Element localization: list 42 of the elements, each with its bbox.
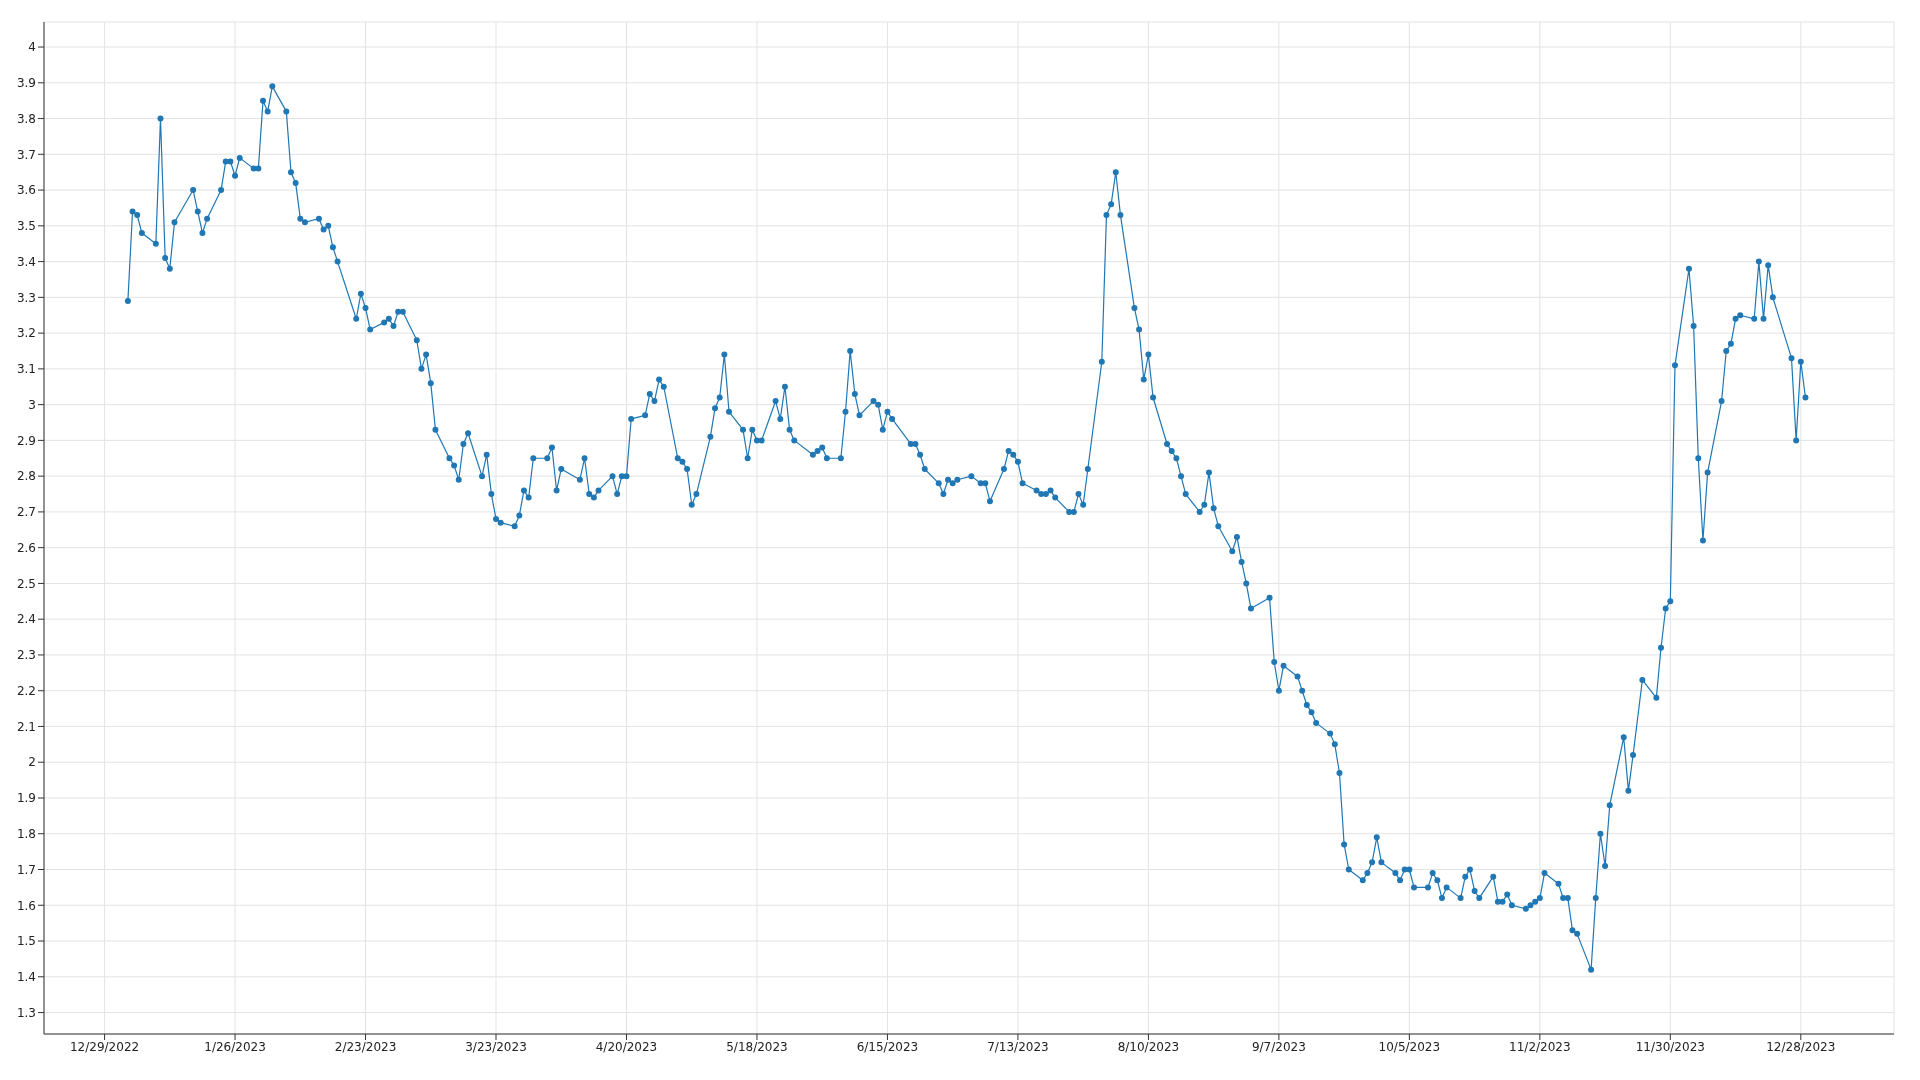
y-tick-label: 2.5 [16,576,36,591]
x-tick-label: 12/29/2022 [69,1039,140,1054]
y-tick-label: 3.3 [16,290,36,305]
x-tick-label: 12/28/2023 [1766,1039,1836,1054]
y-tick-label: 2.9 [16,433,36,448]
y-tick-label: 3.6 [16,183,36,198]
y-tick-label: 2.4 [16,612,36,627]
y-tick-label: 3.8 [16,111,36,126]
y-tick-label: 3.5 [16,219,36,234]
y-tick-label: 2.7 [16,505,36,520]
x-tick-label: 2/23/2023 [334,1039,397,1054]
y-tick-label: 1.9 [16,791,36,806]
y-tick-label: 2.8 [16,469,36,484]
y-tick-label: 3 [28,397,36,412]
x-tick-label: 4/20/2023 [595,1039,658,1054]
y-tick-label: 1.5 [16,934,36,949]
y-tick-label: 2 [28,755,36,770]
y-tick-label: 3.7 [16,147,36,162]
y-tick-label: 2.6 [16,540,36,555]
y-tick-label: 1.8 [16,827,36,842]
x-tick-label: 6/15/2023 [856,1039,919,1054]
x-tick-label: 11/2/2023 [1509,1039,1571,1054]
y-tick-label: 3.9 [16,76,36,91]
y-tick-label: 2.1 [16,719,36,734]
y-tick-label: 2.2 [16,683,36,698]
x-tick-label: 5/18/2023 [726,1039,788,1054]
x-tick-label: 10/5/2023 [1378,1039,1441,1054]
y-tick-label: 1.7 [16,862,36,877]
x-tick-label: 3/23/2023 [465,1039,527,1054]
y-tick-label: 1.3 [16,1005,36,1020]
x-tick-label: 9/7/2023 [1251,1039,1306,1054]
x-tick-label: 1/26/2023 [204,1039,266,1054]
x-tick-label: 7/13/2023 [987,1039,1049,1054]
y-tick-label: 3.1 [16,362,36,377]
y-tick-label: 2.3 [16,648,36,663]
y-tick-label: 3.4 [16,254,36,269]
y-tick-label: 3.2 [16,326,36,341]
y-tick-label: 1.4 [16,970,36,985]
x-tick-label: 11/30/2023 [1635,1039,1705,1054]
x-tick-label: 8/10/2023 [1117,1039,1180,1054]
y-tick-label: 1.6 [16,898,36,913]
y-tick-label: 4 [28,40,36,55]
